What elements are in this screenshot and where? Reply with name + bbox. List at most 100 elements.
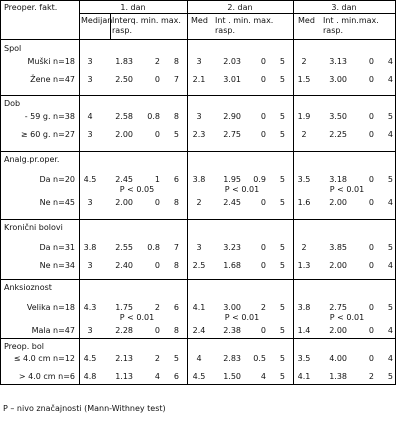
cell-min: 0	[368, 198, 374, 207]
row-label: ≤ 4.0 cm n=12	[13, 354, 75, 363]
row-label: Da n=31	[39, 243, 75, 252]
cell-min: 0	[154, 261, 160, 270]
cell-max: 5	[279, 261, 285, 270]
cell-median: 4.5	[83, 354, 97, 363]
cell-median: 2.1	[192, 75, 206, 84]
cell-interquartile: 1.13	[115, 372, 133, 381]
cell-max: 8	[173, 112, 179, 121]
header-d3-med: Med	[298, 16, 315, 25]
cell-max: 5	[173, 130, 179, 139]
p-value: P < 0.01	[224, 185, 260, 194]
cell-interquartile: 3.13	[329, 57, 347, 66]
cell-median: 4.3	[83, 303, 97, 312]
row-label: Da n=20	[39, 175, 75, 184]
cell-median: 2.5	[192, 261, 206, 270]
cell-min: 0	[260, 75, 266, 84]
cell-median: 4.1	[192, 303, 206, 312]
cell-median: 3	[87, 198, 93, 207]
cell-interquartile: 2.38	[223, 326, 241, 335]
cell-median: 3	[87, 130, 93, 139]
header-d1-median: Medijan	[81, 16, 113, 25]
column-divider	[79, 1, 80, 384]
cell-interquartile: 2.50	[115, 75, 133, 84]
group-divider	[1, 338, 395, 339]
cell-max: 5	[387, 243, 393, 252]
cell-max: 4	[387, 198, 393, 207]
header-d2-int: Int . min. max.	[215, 16, 274, 25]
cell-interquartile: 2.00	[115, 130, 133, 139]
cell-interquartile: 2.25	[329, 130, 347, 139]
cell-max: 4	[387, 130, 393, 139]
cell-interquartile: 2.58	[115, 112, 133, 121]
cell-min: 0	[368, 175, 374, 184]
cell-max: 5	[279, 112, 285, 121]
cell-max: 6	[173, 303, 179, 312]
cell-median: 4	[87, 112, 93, 121]
cell-interquartile: 2.00	[115, 198, 133, 207]
cell-max: 5	[173, 354, 179, 363]
header-divider	[1, 39, 395, 40]
header-d1-rasp: rasp.	[112, 26, 132, 35]
group-title: Kronični bolovi	[4, 223, 63, 232]
group-divider	[1, 219, 395, 220]
cell-max: 5	[279, 326, 285, 335]
cell-interquartile: 2.03	[223, 57, 241, 66]
cell-median: 3.5	[297, 175, 311, 184]
results-table: Preoper. fakt. 1. dan 2. dan 3. dan Medijan I…	[0, 0, 396, 385]
row-label: - 59 g. n=38	[24, 112, 75, 121]
row-label: Ne n=34	[39, 261, 75, 270]
cell-interquartile: 1.68	[223, 261, 241, 270]
cell-median: 2	[301, 243, 307, 252]
cell-median: 1.3	[297, 261, 311, 270]
cell-min: 0	[154, 198, 160, 207]
cell-median: 3	[87, 75, 93, 84]
cell-min: 0	[368, 326, 374, 335]
cell-median: 2	[301, 57, 307, 66]
cell-interquartile: 2.45	[223, 198, 241, 207]
cell-max: 5	[279, 75, 285, 84]
cell-interquartile: 3.00	[329, 75, 347, 84]
cell-max: 4	[387, 326, 393, 335]
cell-min: 0.9	[253, 175, 266, 184]
cell-max: 5	[279, 198, 285, 207]
cell-interquartile: 3.23	[223, 243, 241, 252]
group-title: Preop. bol	[4, 342, 44, 351]
cell-interquartile: 2.45	[115, 175, 133, 184]
cell-min: 4	[154, 372, 160, 381]
cell-min: 0	[260, 112, 266, 121]
cell-min: 0	[368, 112, 374, 121]
group-divider	[1, 95, 395, 96]
cell-min: 0	[260, 57, 266, 66]
header-d3-int: Int . min.max.	[323, 16, 379, 25]
p-value: P < 0.01	[329, 185, 365, 194]
cell-min: 0	[368, 303, 374, 312]
cell-min: 0.8	[147, 112, 160, 121]
cell-interquartile: 1.83	[115, 57, 133, 66]
header-preoper-fakt: Preoper. fakt.	[4, 3, 58, 12]
cell-min: 0	[260, 130, 266, 139]
cell-interquartile: 3.18	[329, 175, 347, 184]
p-value: P < 0.05	[119, 185, 155, 194]
cell-median: 3	[87, 326, 93, 335]
cell-max: 5	[279, 372, 285, 381]
cell-max: 5	[279, 303, 285, 312]
cell-min: 0	[368, 130, 374, 139]
p-value: P < 0.01	[329, 313, 365, 322]
cell-max: 5	[279, 57, 285, 66]
cell-median: 3	[87, 57, 93, 66]
header-d1-interq: Interq. min. max.	[112, 16, 181, 25]
cell-min: 0	[154, 326, 160, 335]
cell-median: 2	[196, 198, 202, 207]
cell-max: 8	[173, 326, 179, 335]
cell-max: 7	[173, 243, 179, 252]
cell-max: 4	[387, 57, 393, 66]
cell-interquartile: 2.00	[329, 326, 347, 335]
column-divider	[187, 1, 188, 384]
cell-max: 5	[387, 372, 393, 381]
cell-interquartile: 1.75	[115, 303, 133, 312]
cell-min: 0	[260, 198, 266, 207]
cell-interquartile: 2.75	[329, 303, 347, 312]
cell-min: 0	[368, 354, 374, 363]
cell-max: 5	[387, 303, 393, 312]
